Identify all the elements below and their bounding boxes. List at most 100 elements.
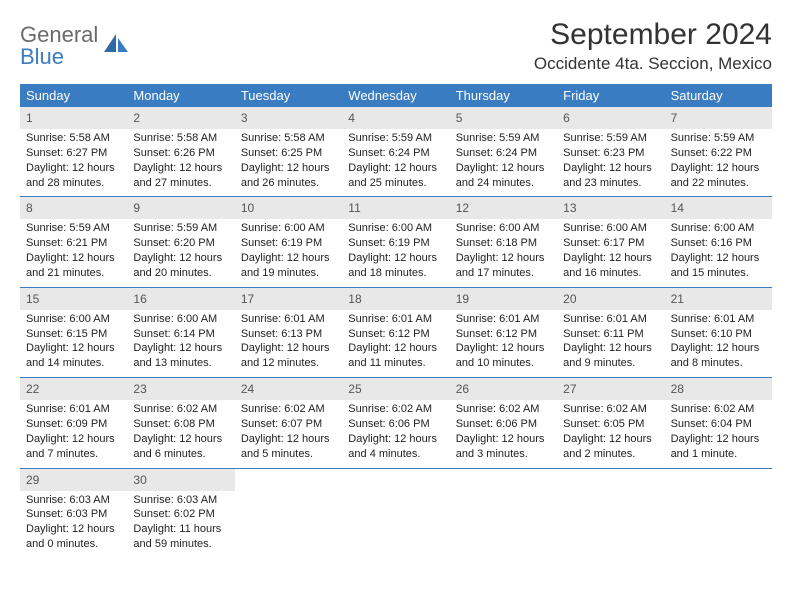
day-body: Sunrise: 5:58 AMSunset: 6:27 PMDaylight:…: [20, 129, 127, 196]
sunset-line: Sunset: 6:12 PM: [348, 327, 443, 342]
day-number: 19: [456, 292, 469, 306]
day-number-row: 19: [450, 288, 557, 310]
sunset-line: Sunset: 6:02 PM: [133, 507, 228, 522]
day-body: Sunrise: 6:00 AMSunset: 6:16 PMDaylight:…: [665, 219, 772, 286]
sunset-line: Sunset: 6:24 PM: [456, 146, 551, 161]
day-body: Sunrise: 5:58 AMSunset: 6:26 PMDaylight:…: [127, 129, 234, 196]
day-body: Sunrise: 5:59 AMSunset: 6:22 PMDaylight:…: [665, 129, 772, 196]
sunrise-line: Sunrise: 6:02 AM: [456, 402, 551, 417]
day-number: 24: [241, 382, 254, 396]
day-number: 26: [456, 382, 469, 396]
sunrise-line: Sunrise: 6:01 AM: [26, 402, 121, 417]
sunset-line: Sunset: 6:25 PM: [241, 146, 336, 161]
day-number: 14: [671, 201, 684, 215]
day-cell: 22Sunrise: 6:01 AMSunset: 6:09 PMDayligh…: [20, 378, 127, 467]
sunrise-line: Sunrise: 6:03 AM: [133, 493, 228, 508]
header: General Blue September 2024 Occidente 4t…: [20, 18, 772, 74]
day-cell: 20Sunrise: 6:01 AMSunset: 6:11 PMDayligh…: [557, 288, 664, 377]
day-number-row: 26: [450, 378, 557, 400]
sunset-line: Sunset: 6:03 PM: [26, 507, 121, 522]
sunrise-line: Sunrise: 6:01 AM: [563, 312, 658, 327]
day-body: Sunrise: 5:58 AMSunset: 6:25 PMDaylight:…: [235, 129, 342, 196]
day-number-row: 8: [20, 197, 127, 219]
logo-text: General Blue: [20, 24, 98, 68]
day-cell: 25Sunrise: 6:02 AMSunset: 6:06 PMDayligh…: [342, 378, 449, 467]
sunrise-line: Sunrise: 6:01 AM: [348, 312, 443, 327]
day-cell: 18 Sunrise: 6:01 AMSunset: 6:12 PMDayligh…: [342, 288, 449, 377]
day-number: 12: [456, 201, 469, 215]
daylight-line: Daylight: 12 hours and 2 minutes.: [563, 432, 658, 462]
day-cell: 14 Sunrise: 6:00 AMSunset: 6:16 PMDayligh…: [665, 197, 772, 286]
sunrise-line: Sunrise: 6:00 AM: [348, 221, 443, 236]
day-number-row: 10: [235, 197, 342, 219]
day-number-row: 5: [450, 107, 557, 129]
sunrise-line: Sunrise: 6:00 AM: [563, 221, 658, 236]
sunset-line: Sunset: 6:05 PM: [563, 417, 658, 432]
day-cell: 28Sunrise: 6:02 AMSunset: 6:04 PMDayligh…: [665, 378, 772, 467]
sunrise-line: Sunrise: 6:01 AM: [456, 312, 551, 327]
day-number-row: 18: [342, 288, 449, 310]
sunrise-line: Sunrise: 6:03 AM: [26, 493, 121, 508]
day-body: Sunrise: 6:03 AMSunset: 6:02 PMDaylight:…: [127, 491, 234, 558]
day-body: Sunrise: 6:02 AMSunset: 6:04 PMDaylight:…: [665, 400, 772, 467]
day-body: Sunrise: 6:01 AMSunset: 6:12 PMDaylight:…: [342, 310, 449, 377]
day-cell: 6Sunrise: 5:59 AMSunset: 6:23 PMDaylight…: [557, 107, 664, 196]
day-cell: 2Sunrise: 5:58 AMSunset: 6:26 PMDaylight…: [127, 107, 234, 196]
logo-text-blue: Blue: [20, 44, 64, 69]
sunrise-line: Sunrise: 6:01 AM: [671, 312, 766, 327]
sunrise-line: Sunrise: 6:00 AM: [241, 221, 336, 236]
sunrise-line: Sunrise: 5:59 AM: [26, 221, 121, 236]
weekday-header: Thursday: [450, 84, 557, 107]
daylight-line: Daylight: 12 hours and 9 minutes.: [563, 341, 658, 371]
day-number: 25: [348, 382, 361, 396]
weekday-header: Wednesday: [342, 84, 449, 107]
day-number: 5: [456, 111, 463, 125]
day-body: Sunrise: 5:59 AMSunset: 6:21 PMDaylight:…: [20, 219, 127, 286]
sunset-line: Sunset: 6:14 PM: [133, 327, 228, 342]
weeks-container: 1Sunrise: 5:58 AMSunset: 6:27 PMDaylight…: [20, 107, 772, 558]
daylight-line: Daylight: 12 hours and 17 minutes.: [456, 251, 551, 281]
day-number: 8: [26, 201, 33, 215]
day-number-row: 22: [20, 378, 127, 400]
sunset-line: Sunset: 6:19 PM: [241, 236, 336, 251]
title-block: September 2024 Occidente 4ta. Seccion, M…: [534, 18, 772, 74]
sunset-line: Sunset: 6:23 PM: [563, 146, 658, 161]
day-number-row: 13: [557, 197, 664, 219]
weekday-header: Monday: [127, 84, 234, 107]
sunset-line: Sunset: 6:06 PM: [456, 417, 551, 432]
day-number: 18: [348, 292, 361, 306]
day-number-row: 3: [235, 107, 342, 129]
logo: General Blue: [20, 18, 130, 68]
day-cell: 23Sunrise: 6:02 AMSunset: 6:08 PMDayligh…: [127, 378, 234, 467]
sunrise-line: Sunrise: 6:00 AM: [456, 221, 551, 236]
sunset-line: Sunset: 6:17 PM: [563, 236, 658, 251]
sunrise-line: Sunrise: 5:59 AM: [563, 131, 658, 146]
daylight-line: Daylight: 12 hours and 20 minutes.: [133, 251, 228, 281]
day-cell: 4Sunrise: 5:59 AMSunset: 6:24 PMDaylight…: [342, 107, 449, 196]
daylight-line: Daylight: 12 hours and 19 minutes.: [241, 251, 336, 281]
day-cell: 19Sunrise: 6:01 AMSunset: 6:12 PMDayligh…: [450, 288, 557, 377]
sunrise-line: Sunrise: 5:59 AM: [456, 131, 551, 146]
day-number-row: 1: [20, 107, 127, 129]
calendar: Sunday Monday Tuesday Wednesday Thursday…: [20, 84, 772, 558]
daylight-line: Daylight: 12 hours and 13 minutes.: [133, 341, 228, 371]
sunrise-line: Sunrise: 6:00 AM: [26, 312, 121, 327]
sunrise-line: Sunrise: 6:02 AM: [241, 402, 336, 417]
day-body: Sunrise: 6:00 AMSunset: 6:19 PMDaylight:…: [342, 219, 449, 286]
day-body: Sunrise: 6:00 AMSunset: 6:19 PMDaylight:…: [235, 219, 342, 286]
day-body: Sunrise: 6:00 AMSunset: 6:14 PMDaylight:…: [127, 310, 234, 377]
daylight-line: Daylight: 12 hours and 28 minutes.: [26, 161, 121, 191]
day-cell: 21Sunrise: 6:01 AMSunset: 6:10 PMDayligh…: [665, 288, 772, 377]
day-cell: 11Sunrise: 6:00 AMSunset: 6:19 PMDayligh…: [342, 197, 449, 286]
location: Occidente 4ta. Seccion, Mexico: [534, 54, 772, 74]
day-number-row: 6: [557, 107, 664, 129]
sunrise-line: Sunrise: 5:58 AM: [26, 131, 121, 146]
day-number-row: 16: [127, 288, 234, 310]
week-row: 15Sunrise: 6:00 AMSunset: 6:15 PMDayligh…: [20, 288, 772, 378]
day-cell: 7Sunrise: 5:59 AMSunset: 6:22 PMDaylight…: [665, 107, 772, 196]
day-number: 6: [563, 111, 570, 125]
sunrise-line: Sunrise: 6:01 AM: [241, 312, 336, 327]
sunset-line: Sunset: 6:22 PM: [671, 146, 766, 161]
daylight-line: Daylight: 12 hours and 3 minutes.: [456, 432, 551, 462]
daylight-line: Daylight: 12 hours and 7 minutes.: [26, 432, 121, 462]
